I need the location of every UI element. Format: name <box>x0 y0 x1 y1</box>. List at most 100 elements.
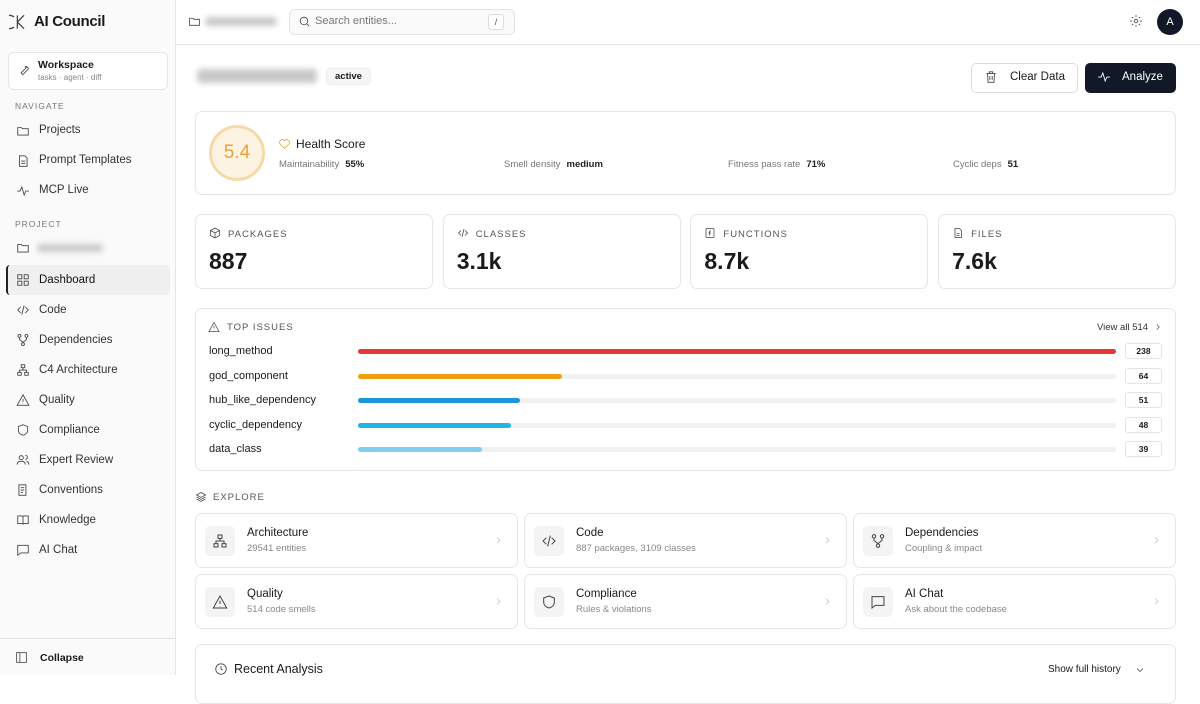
nav-item[interactable]: Dashboard <box>39 274 96 286</box>
settings-icon <box>1130 15 1142 27</box>
icon <box>1098 71 1110 83</box>
status-badge: active <box>326 68 371 85</box>
nav-item[interactable]: Projects <box>39 124 81 136</box>
stat-label: FUNCTIONS <box>723 229 788 240</box>
stat-card <box>195 214 433 289</box>
logo <box>9 14 25 30</box>
nav-item[interactable]: C4 Architecture <box>39 364 118 376</box>
card-subtitle: 29541 entities <box>247 543 307 554</box>
issue-bar <box>358 447 483 452</box>
history-toggle[interactable]: Show full history <box>1048 664 1121 675</box>
metric-value: medium <box>566 159 603 170</box>
icon <box>954 228 962 238</box>
metric-label: Maintainability 55% <box>279 159 365 170</box>
metric-label: Cyclic deps 51 <box>953 159 1019 170</box>
card-title: AI Chat <box>905 588 944 600</box>
stat-value: 8.7k <box>704 248 750 274</box>
icon <box>1136 668 1144 673</box>
recent-card <box>195 644 1176 704</box>
project-title <box>197 69 317 83</box>
nav-item[interactable]: AI Chat <box>39 544 78 556</box>
nav-item[interactable]: Code <box>39 304 67 316</box>
card-subtitle: Ask about the codebase <box>905 604 1007 615</box>
divider <box>0 638 176 639</box>
issue-bar <box>358 422 511 428</box>
sidebar <box>0 0 176 675</box>
project-name <box>37 244 103 252</box>
issue-bar <box>358 373 562 379</box>
bar-track <box>358 447 1116 452</box>
stat-card <box>690 214 929 289</box>
section-label: NAVIGATE <box>15 101 65 111</box>
nav-item[interactable]: MCP Live <box>39 184 89 196</box>
issue-name: data_class <box>209 443 262 455</box>
avatar[interactable]: A <box>1157 9 1183 35</box>
nav-item[interactable]: Compliance <box>39 424 100 436</box>
bar-track <box>358 373 1116 379</box>
icon <box>279 139 290 149</box>
nav-item[interactable]: Expert Review <box>39 454 114 466</box>
issue-name: hub_like_dependency <box>209 394 317 406</box>
explore-card[interactable] <box>195 513 518 568</box>
issue-count: 48 <box>1125 416 1162 433</box>
explore-card[interactable] <box>853 513 1176 568</box>
icon <box>17 305 29 315</box>
search-box[interactable] <box>289 9 515 35</box>
stat-card <box>938 214 1177 289</box>
workspace-title: Workspace <box>38 59 94 71</box>
issue-name: cyclic_dependency <box>209 418 302 431</box>
workspace-card[interactable] <box>8 52 168 90</box>
nav-item[interactable]: Prompt Templates <box>39 154 132 166</box>
icon <box>825 537 830 544</box>
issue-count: 64 <box>1125 367 1162 384</box>
card-subtitle: Coupling & impact <box>905 543 983 554</box>
metric-value: 51 <box>1007 159 1019 170</box>
analyze-button[interactable] <box>1085 63 1176 93</box>
issue-bar <box>358 349 1116 354</box>
icon <box>16 393 30 406</box>
explore-card[interactable] <box>853 574 1176 629</box>
nav-item[interactable]: Knowledge <box>39 514 96 526</box>
issue-count: 39 <box>1125 441 1162 457</box>
bar-track <box>358 398 1116 403</box>
nav-item[interactable]: Conventions <box>39 484 103 496</box>
icon <box>543 595 555 609</box>
issue-bar <box>358 398 521 403</box>
breadcrumb <box>205 17 277 26</box>
card-subtitle: 887 packages, 3109 classes <box>576 543 696 554</box>
icon <box>210 227 220 239</box>
stat-label: FILES <box>971 229 1003 240</box>
clear-button[interactable] <box>971 63 1078 93</box>
explore-card[interactable] <box>524 574 847 629</box>
icon <box>212 594 228 609</box>
stat-label: CLASSES <box>475 229 527 240</box>
icon <box>986 71 996 83</box>
nav-item[interactable]: Dependencies <box>39 334 113 346</box>
active-indicator <box>6 265 170 295</box>
icon <box>542 535 556 547</box>
search-placeholder: Search entities... <box>315 15 397 27</box>
icon <box>20 66 29 76</box>
issue-count: 238 <box>1125 343 1162 359</box>
icon <box>17 424 29 436</box>
icon <box>17 244 29 253</box>
view-all-link[interactable]: View all 514 <box>1097 322 1149 333</box>
icon <box>17 334 29 346</box>
card-subtitle: Rules & violations <box>576 604 652 615</box>
icon <box>16 652 27 663</box>
workspace-subtitle: tasks · agent · diff <box>38 73 102 82</box>
card-title: Architecture <box>247 527 309 539</box>
explore-card[interactable] <box>524 513 847 568</box>
nav-item[interactable]: Quality <box>39 394 75 406</box>
explore-card[interactable] <box>195 574 518 629</box>
health-score: 5.4 <box>209 125 265 181</box>
icon <box>706 228 715 238</box>
collapse-button[interactable]: Collapse <box>40 652 84 664</box>
brand: AI Council <box>34 13 106 30</box>
shortcut-key: / <box>488 14 504 30</box>
icon <box>1156 324 1160 330</box>
icon <box>17 544 29 557</box>
card-subtitle: 514 code smells <box>247 604 316 615</box>
icon-tile <box>863 526 893 556</box>
